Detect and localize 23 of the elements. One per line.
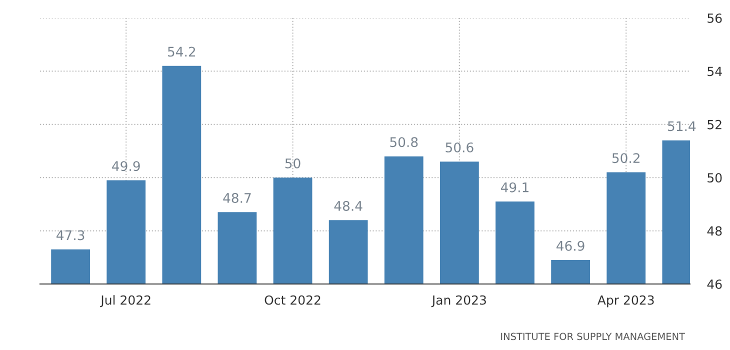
data-label: 46.9	[556, 240, 584, 251]
data-label: 49.9	[112, 161, 140, 172]
x-tick-label: Apr 2023	[598, 295, 654, 308]
y-tick-label: 46	[707, 279, 722, 289]
x-tick-label: Oct 2022	[264, 295, 320, 305]
data-label: 54.2	[168, 46, 196, 57]
y-tick-label: 52	[708, 120, 722, 130]
x-tick-label: Jan 2023	[431, 295, 486, 308]
y-tick-label: 56	[708, 13, 722, 23]
data-label: 49.1	[500, 182, 528, 192]
data-label: 48.7	[223, 192, 251, 203]
data-label: 50.6	[446, 142, 474, 152]
text: INSTITUTE FOR SUPPLY MANAGEMENT	[501, 332, 686, 340]
y-tick-label: 48	[707, 226, 722, 236]
data-label: 51.4	[668, 121, 696, 132]
data-label: 50.2	[612, 153, 640, 164]
y-tick-label: 54	[708, 66, 722, 76]
data-label: 47.3	[56, 230, 84, 240]
data-label: 50.8	[390, 137, 418, 148]
y-tick-label: 50	[708, 173, 722, 183]
data-label: 48.4	[334, 200, 362, 211]
x-tick-label: Jul 2022	[100, 295, 150, 308]
data-label: 50	[285, 158, 300, 168]
